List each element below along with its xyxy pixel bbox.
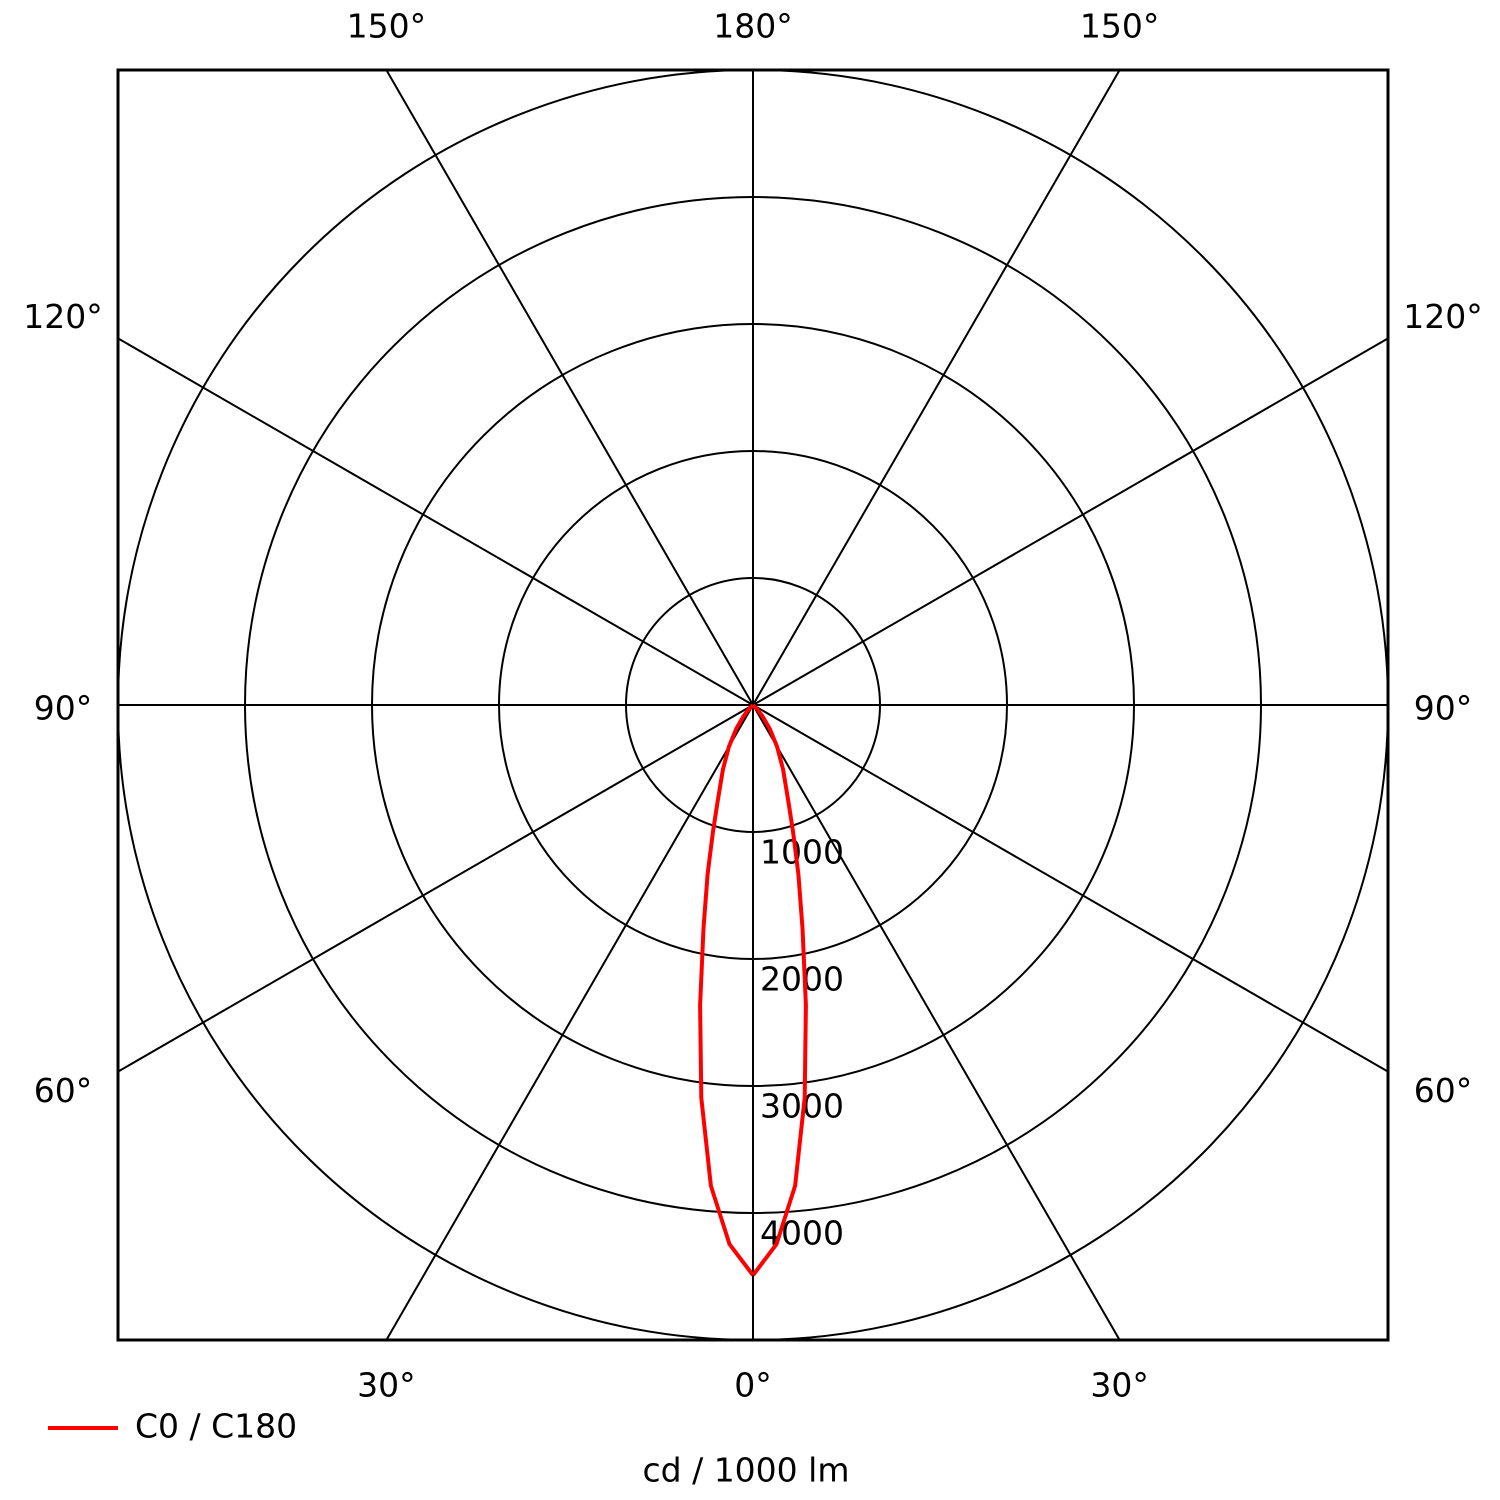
angle-tick-label: 150° [1080, 7, 1160, 46]
grid-spoke [117, 704, 754, 1073]
angle-tick-label: 120° [23, 297, 103, 336]
grid-spoke [752, 69, 1121, 706]
angle-tick-label: 150° [347, 7, 427, 46]
angle-tick-label: 0° [734, 1366, 772, 1405]
legend-label: C0 / C180 [135, 1407, 297, 1446]
angle-tick-label: 30° [1090, 1366, 1149, 1405]
unit-label: cd / 1000 lm [643, 1451, 850, 1490]
angle-tick-label: 180° [713, 7, 793, 46]
grid-spoke [385, 69, 754, 706]
angle-tick-label: 60° [34, 1071, 93, 1110]
angle-tick-label: 90° [34, 689, 93, 728]
series-line [751, 703, 808, 1277]
angle-tick-label: 60° [1414, 1071, 1473, 1110]
series-line [698, 703, 755, 1277]
grid-spoke [117, 337, 754, 706]
grid-spoke [752, 337, 1389, 706]
angle-tick-label: 90° [1414, 689, 1473, 728]
r-tick-label: 2000 [760, 960, 844, 999]
grid-spoke [752, 704, 1389, 1073]
angle-tick-label: 120° [1403, 297, 1483, 336]
r-tick-label: 1000 [760, 833, 844, 872]
grid-spoke [385, 704, 754, 1341]
angle-tick-label: 30° [357, 1366, 416, 1405]
grid-spoke [752, 704, 1121, 1341]
